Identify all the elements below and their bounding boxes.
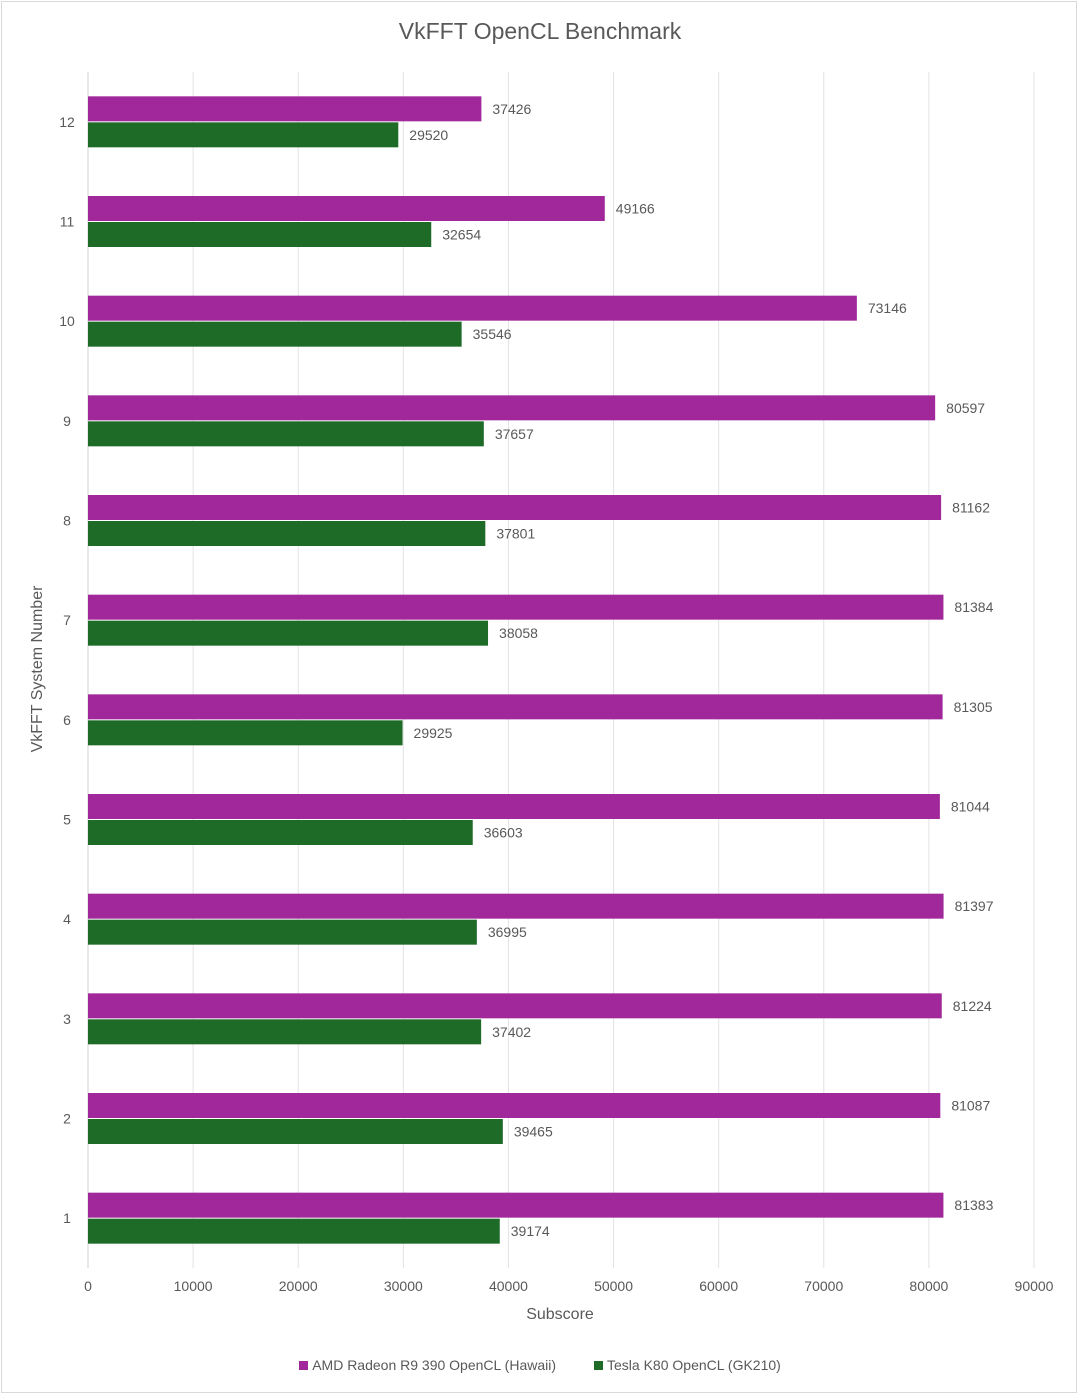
data-label-tesla: 37801 <box>496 526 535 542</box>
bar-amd <box>88 993 942 1019</box>
y-tick-label: 6 <box>63 712 71 728</box>
bar-tesla <box>88 122 399 148</box>
y-tick-label: 1 <box>63 1210 71 1226</box>
bar-amd <box>88 794 940 819</box>
x-tick-label: 70000 <box>804 1278 843 1294</box>
x-tick-label: 50000 <box>594 1278 633 1294</box>
data-label-tesla: 39174 <box>511 1223 550 1239</box>
y-tick-label: 7 <box>63 612 71 628</box>
data-label-tesla: 37402 <box>492 1024 531 1040</box>
y-tick-label: 9 <box>63 413 71 429</box>
data-label-amd: 80597 <box>946 400 985 416</box>
y-tick-label: 3 <box>63 1011 71 1027</box>
data-label-tesla: 29925 <box>414 725 453 741</box>
legend-item-amd: AMD Radeon R9 390 OpenCL (Hawaii) <box>299 1357 556 1373</box>
x-tick-label: 60000 <box>699 1278 738 1294</box>
bar-tesla <box>88 720 403 746</box>
bar-amd <box>88 1192 944 1218</box>
data-label-amd: 81305 <box>954 699 993 715</box>
data-label-amd: 73146 <box>868 300 907 316</box>
data-label-tesla: 39465 <box>514 1124 553 1140</box>
data-label-tesla: 36603 <box>484 825 523 841</box>
bar-tesla <box>88 1019 482 1045</box>
bar-amd <box>88 395 936 421</box>
bar-tesla <box>88 521 486 546</box>
data-label-tesla: 29520 <box>409 127 448 143</box>
y-tick-label: 8 <box>63 513 71 529</box>
bar-amd <box>88 196 605 221</box>
data-label-amd: 81224 <box>953 998 992 1014</box>
bar-tesla <box>88 1218 500 1244</box>
data-label-amd: 81162 <box>952 500 990 516</box>
data-label-tesla: 35546 <box>473 326 512 342</box>
data-label-tesla: 38058 <box>499 625 538 641</box>
bar-tesla <box>88 820 473 845</box>
data-label-amd: 37426 <box>492 101 531 117</box>
data-label-tesla: 32654 <box>442 227 481 243</box>
bar-amd <box>88 295 857 321</box>
y-tick-label: 11 <box>60 214 75 230</box>
x-tick-label: 90000 <box>1015 1278 1054 1294</box>
bar-amd <box>88 594 944 620</box>
data-label-tesla: 37657 <box>495 426 534 442</box>
data-label-amd: 81044 <box>951 799 990 815</box>
x-tick-label: 30000 <box>384 1278 423 1294</box>
y-tick-label: 5 <box>63 812 71 828</box>
data-label-amd: 81087 <box>951 1098 990 1114</box>
data-label-amd: 81397 <box>955 898 994 914</box>
bar-amd <box>88 495 942 520</box>
y-tick-label: 4 <box>63 911 71 927</box>
data-label-tesla: 36995 <box>488 924 527 940</box>
x-tick-label: 0 <box>84 1278 92 1294</box>
bar-tesla <box>88 222 432 247</box>
y-axis-label: VkFFT System Number <box>29 585 46 753</box>
y-tick-label: 12 <box>59 114 75 130</box>
bar-tesla <box>88 919 477 945</box>
legend-item-tesla: Tesla K80 OpenCL (GK210) <box>594 1357 781 1373</box>
x-tick-label: 40000 <box>489 1278 528 1294</box>
bar-amd <box>88 893 944 919</box>
bar-amd <box>88 96 482 122</box>
bar-tesla <box>88 321 462 347</box>
data-label-amd: 49166 <box>616 201 655 217</box>
x-tick-label: 80000 <box>909 1278 948 1294</box>
legend-swatch-tesla <box>594 1360 604 1370</box>
legend-label-tesla: Tesla K80 OpenCL (GK210) <box>607 1357 781 1373</box>
x-tick-label: 20000 <box>279 1278 318 1294</box>
bar-tesla <box>88 1119 503 1144</box>
bar-amd <box>88 1093 941 1118</box>
bar-tesla <box>88 421 484 447</box>
x-tick-label: 10000 <box>174 1278 213 1294</box>
y-tick-label: 10 <box>59 313 75 329</box>
y-tick-label: 2 <box>63 1111 71 1127</box>
chart-title: VkFFT OpenCL Benchmark <box>398 18 682 44</box>
legend: AMD Radeon R9 390 OpenCL (Hawaii) Tesla … <box>0 1357 1080 1373</box>
legend-label-amd: AMD Radeon R9 390 OpenCL (Hawaii) <box>312 1357 557 1373</box>
data-label-amd: 81384 <box>954 599 993 615</box>
data-label-amd: 81383 <box>954 1197 993 1213</box>
x-axis-label: Subscore <box>526 1306 594 1323</box>
bar-amd <box>88 694 943 720</box>
legend-swatch-amd <box>299 1360 309 1370</box>
bar-tesla <box>88 620 489 646</box>
